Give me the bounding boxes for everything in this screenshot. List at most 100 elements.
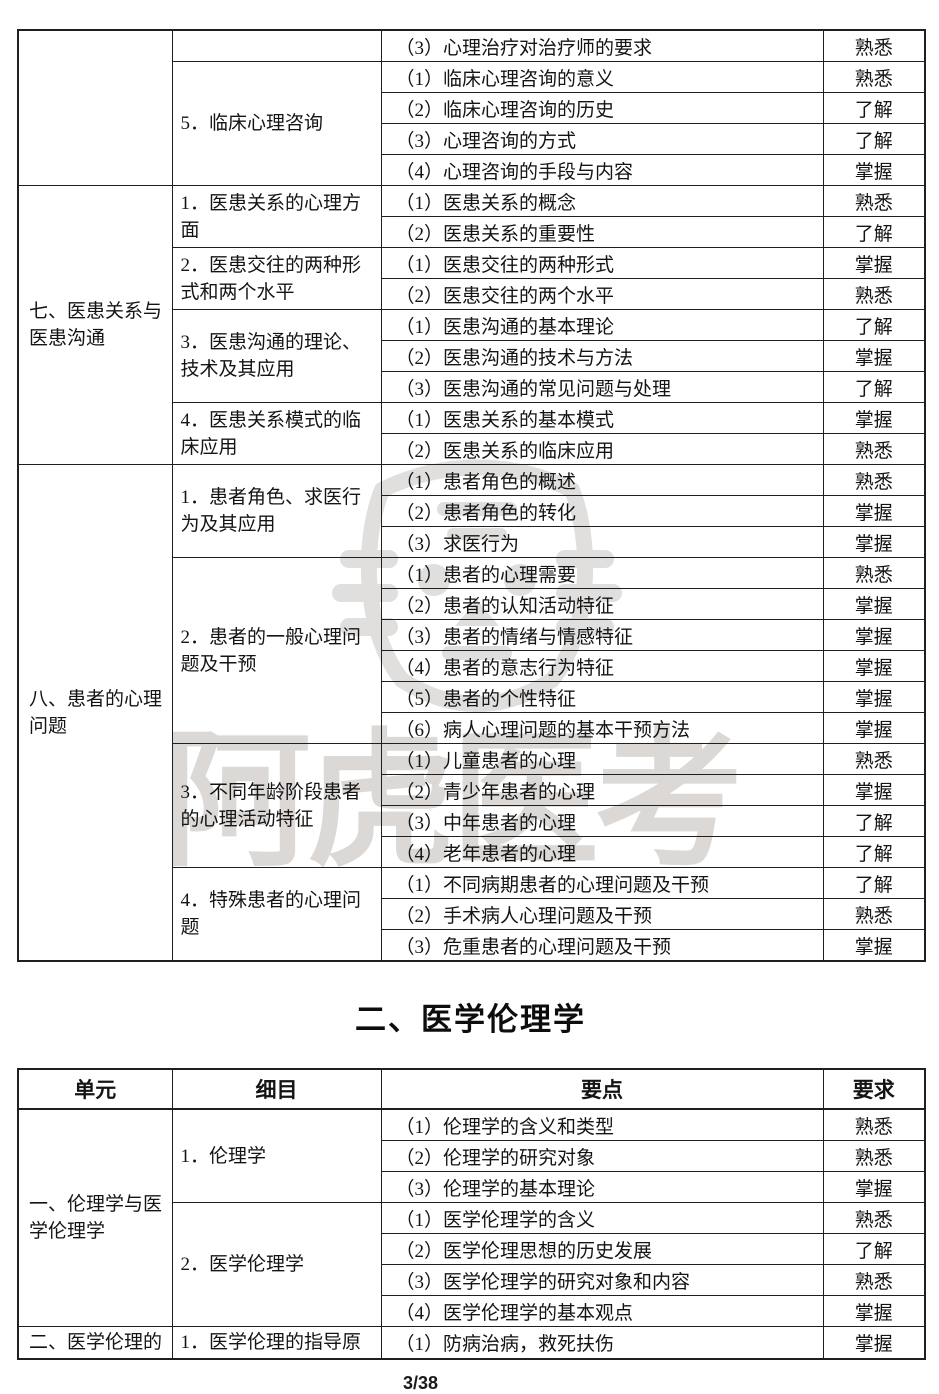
- unit-cell: 七、医患关系与医患沟通: [17, 185, 173, 465]
- point-cell: （1）医患关系的概念: [380, 185, 824, 217]
- table-row: （2）患者的认知活动特征 掌握: [18, 588, 926, 620]
- point-cell: （3）医患沟通的常见问题与处理: [380, 371, 824, 403]
- detail-cell: 2．医学伦理学: [171, 1202, 382, 1327]
- table-row: （2）患者角色的转化 掌握: [18, 495, 926, 527]
- table-psychology-continued: （3）心理治疗对治疗师的要求 熟悉 5．临床心理咨询 （1）临床心理咨询的意义 熟悉 （2…: [17, 29, 926, 962]
- point-cell: （3）心理治疗对治疗师的要求: [380, 29, 824, 62]
- header-row: 单元 细目 要点 要求: [17, 1068, 926, 1110]
- point-cell: （4）老年患者的心理: [380, 836, 824, 868]
- req-cell: 熟悉: [822, 61, 926, 93]
- req-cell: 掌握: [822, 650, 926, 682]
- point-cell: （2）伦理学的研究对象: [380, 1140, 824, 1172]
- point-cell: （3）危重患者的心理问题及干预: [380, 929, 824, 962]
- table-row: （4）医学伦理学的基本观点 掌握: [18, 1295, 926, 1327]
- point-cell: （2）医患关系的临床应用: [380, 433, 824, 465]
- unit-cell: 一、伦理学与医学伦理学: [17, 1108, 173, 1327]
- table-row: 5．临床心理咨询 （1）临床心理咨询的意义 熟悉: [18, 61, 926, 186]
- table-row: （2）医患沟通的技术与方法 掌握: [18, 340, 926, 372]
- req-cell: 了解: [822, 92, 926, 124]
- table-row: （3）心理治疗对治疗师的要求 熟悉: [17, 29, 926, 186]
- point-cell: （1）患者角色的概述: [380, 464, 824, 496]
- req-cell: 熟悉: [822, 185, 926, 217]
- table-row: 2．医患交往的两种形式和两个水平 （1）医患交往的两种形式 掌握: [18, 247, 926, 310]
- table-row: 二、医学伦理的 1．医学伦理的指导原 （1）防病治病，救死扶伤 掌握: [17, 1326, 926, 1360]
- req-cell: 掌握: [822, 774, 926, 806]
- point-cell: （2）医患交往的两个水平: [380, 278, 824, 310]
- table-row: 3．不同年龄阶段患者的心理活动特征 （1）儿童患者的心理 熟悉: [18, 743, 926, 868]
- point-cell: （3）心理咨询的方式: [380, 123, 824, 155]
- req-cell: 掌握: [822, 681, 926, 713]
- req-cell: 掌握: [822, 1326, 926, 1360]
- req-cell: 熟悉: [822, 1140, 926, 1172]
- column-header: 要求: [822, 1068, 926, 1110]
- req-cell: 熟悉: [822, 29, 926, 62]
- point-cell: （6）病人心理问题的基本干预方法: [380, 712, 824, 744]
- detail-cell: 2．患者的一般心理问题及干预: [171, 557, 382, 744]
- point-cell: （4）心理咨询的手段与内容: [380, 154, 824, 186]
- table-row: （6）病人心理问题的基本干预方法 掌握: [18, 712, 926, 744]
- point-cell: （3）中年患者的心理: [380, 805, 824, 837]
- table-row: 一、伦理学与医学伦理学 1．伦理学 （1）伦理学的含义和类型 熟悉: [17, 1108, 926, 1327]
- req-cell: 了解: [822, 309, 926, 341]
- point-cell: （1）防病治病，救死扶伤: [380, 1326, 824, 1360]
- req-cell: 掌握: [822, 929, 926, 962]
- detail-cell: 1．医患关系的心理方面: [171, 185, 382, 248]
- point-cell: （2）青少年患者的心理: [380, 774, 824, 806]
- req-cell: 掌握: [822, 619, 926, 651]
- point-cell: （2）手术病人心理问题及干预: [380, 898, 824, 930]
- point-cell: （2）医患沟通的技术与方法: [380, 340, 824, 372]
- table-row: （3）危重患者的心理问题及干预 掌握: [18, 929, 926, 962]
- point-cell: （2）医学伦理思想的历史发展: [380, 1233, 824, 1265]
- table-row: （2）医患关系的重要性 了解: [18, 216, 926, 248]
- req-cell: 掌握: [822, 154, 926, 186]
- req-cell: 了解: [822, 216, 926, 248]
- unit-cell: [17, 29, 173, 186]
- table-row: 八、患者的心理问题 1．患者角色、求医行为及其应用 （1）患者角色的概述 熟悉: [17, 464, 926, 962]
- unit-cell: 八、患者的心理问题: [17, 464, 173, 962]
- table-row: （2）手术病人心理问题及干预 熟悉: [18, 898, 926, 930]
- column-header: 单元: [17, 1068, 173, 1110]
- point-cell: （3）求医行为: [380, 526, 824, 558]
- req-cell: 掌握: [822, 1171, 926, 1203]
- detail-cell: 3．不同年龄阶段患者的心理活动特征: [171, 743, 382, 868]
- req-cell: 熟悉: [822, 433, 926, 465]
- point-cell: （1）临床心理咨询的意义: [380, 61, 824, 93]
- point-cell: （1）医患关系的基本模式: [380, 402, 824, 434]
- req-cell: 掌握: [822, 712, 926, 744]
- detail-cell: 1．伦理学: [171, 1108, 382, 1203]
- detail-cell: 5．临床心理咨询: [171, 61, 382, 186]
- point-cell: （2）患者的认知活动特征: [380, 588, 824, 620]
- point-cell: （1）医患交往的两种形式: [380, 247, 824, 279]
- page-number: 3/38: [402, 1373, 439, 1393]
- req-cell: 掌握: [822, 588, 926, 620]
- req-cell: 掌握: [822, 495, 926, 527]
- point-cell: （3）医学伦理学的研究对象和内容: [380, 1264, 824, 1296]
- detail-cell: 1．患者角色、求医行为及其应用: [171, 464, 382, 558]
- req-cell: 了解: [822, 836, 926, 868]
- detail-cell: 3．医患沟通的理论、技术及其应用: [171, 309, 382, 403]
- req-cell: 熟悉: [822, 743, 926, 775]
- point-cell: （1）医患沟通的基本理论: [380, 309, 824, 341]
- unit-cell: 二、医学伦理的: [17, 1326, 173, 1360]
- req-cell: 熟悉: [822, 278, 926, 310]
- req-cell: 熟悉: [822, 557, 926, 589]
- point-cell: （4）医学伦理学的基本观点: [380, 1295, 824, 1327]
- column-header: 要点: [380, 1068, 824, 1110]
- req-cell: 掌握: [822, 247, 926, 279]
- req-cell: 了解: [822, 867, 926, 899]
- table-row: （3）医患沟通的常见问题与处理 了解: [18, 371, 926, 403]
- point-cell: （1）儿童患者的心理: [380, 743, 824, 775]
- req-cell: 掌握: [822, 340, 926, 372]
- detail-cell: 4．医患关系模式的临床应用: [171, 402, 382, 465]
- point-cell: （2）临床心理咨询的历史: [380, 92, 824, 124]
- table-row: 2．患者的一般心理问题及干预 （1）患者的心理需要 熟悉: [18, 557, 926, 744]
- table-row: （4）老年患者的心理 了解: [18, 836, 926, 868]
- table-row: （2）医患交往的两个水平 熟悉: [18, 278, 926, 310]
- point-cell: （1）患者的心理需要: [380, 557, 824, 589]
- req-cell: 熟悉: [822, 464, 926, 496]
- req-cell: 了解: [822, 123, 926, 155]
- req-cell: 了解: [822, 805, 926, 837]
- detail-cell: [171, 29, 382, 62]
- point-cell: （1）伦理学的含义和类型: [380, 1108, 824, 1141]
- table-medical-ethics: 单元 细目 要点 要求 一、伦理学与医学伦理学 1．伦理学 （1）伦理学的含义和类型 熟悉 （2…: [17, 1068, 926, 1360]
